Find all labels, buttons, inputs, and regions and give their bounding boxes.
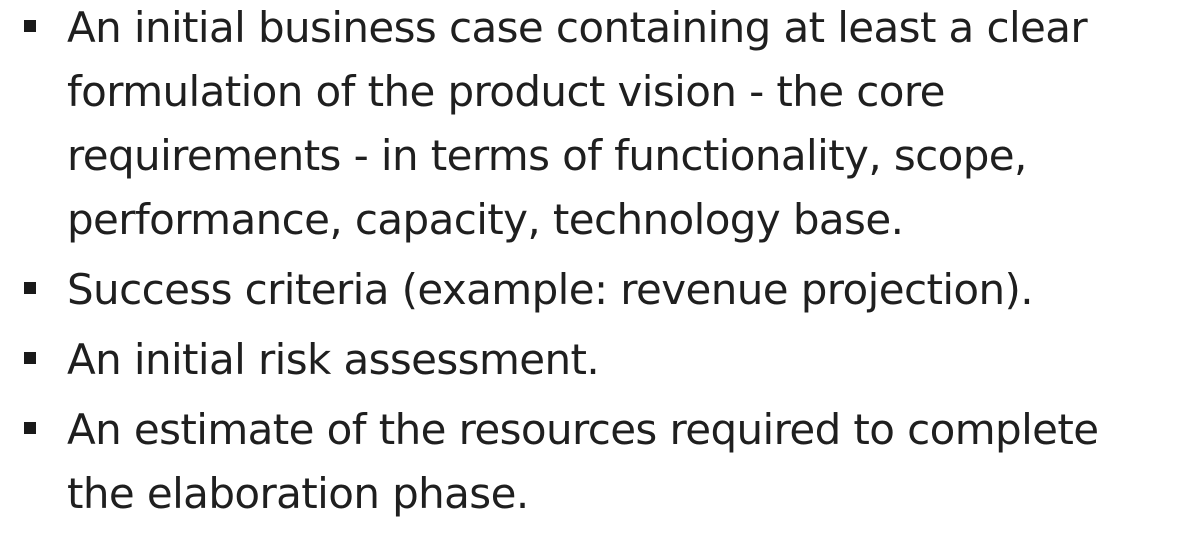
bullet-item-business-case: An initial business case containing at l…	[22, 0, 1172, 252]
square-bullet-icon	[24, 352, 36, 364]
square-bullet-icon	[24, 422, 36, 434]
bullet-text: Success criteria (example: revenue proje…	[67, 265, 1034, 314]
square-bullet-icon	[24, 282, 36, 294]
square-bullet-icon	[24, 20, 36, 32]
bullet-item-success-criteria: Success criteria (example: revenue proje…	[22, 258, 1172, 322]
bullet-item-risk-assessment: An initial risk assessment.	[22, 328, 1172, 392]
bullet-text: An initial risk assessment.	[67, 335, 600, 384]
bullet-text: An initial business case containing at l…	[67, 3, 1088, 244]
bullet-list: An initial business case containing at l…	[22, 0, 1172, 532]
bullet-text: An estimate of the resources required to…	[67, 405, 1099, 518]
bullet-item-resource-estimate: An estimate of the resources required to…	[22, 398, 1172, 526]
